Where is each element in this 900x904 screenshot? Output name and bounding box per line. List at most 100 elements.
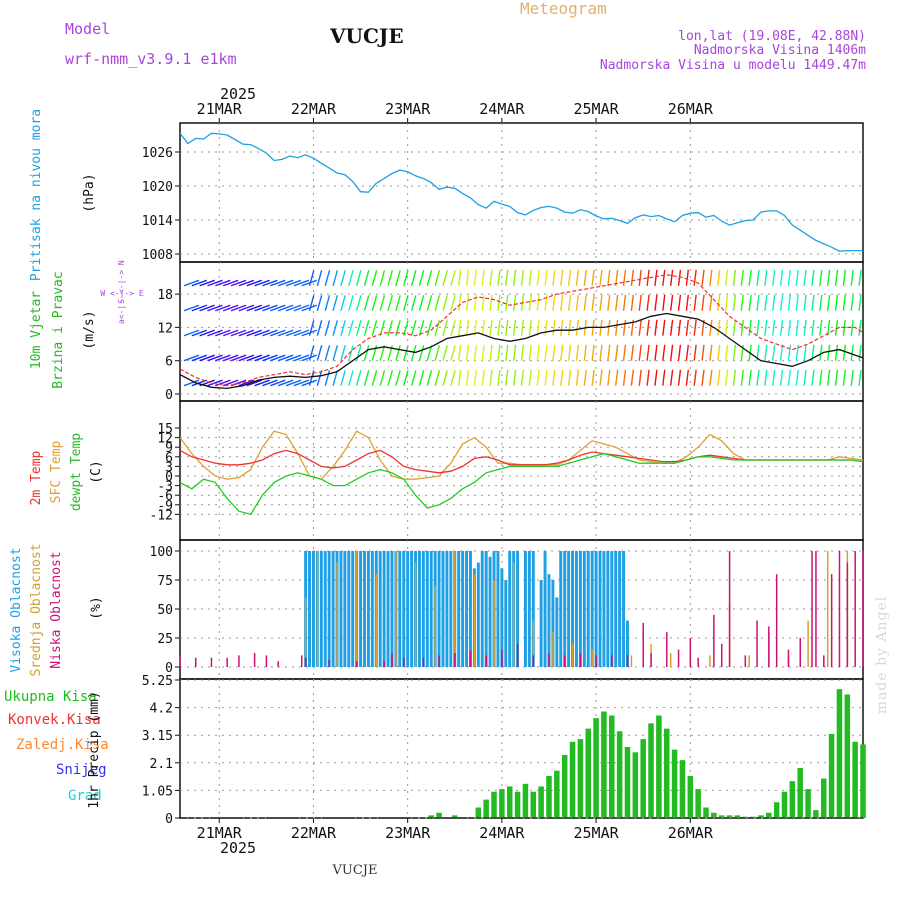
precip-bar — [726, 815, 733, 818]
wind-barb — [348, 345, 354, 361]
cloud-low-bar — [756, 620, 758, 667]
wind-barb — [826, 369, 831, 386]
cloud-mid-bar — [493, 580, 495, 667]
wind-barb — [662, 344, 666, 361]
wind-barb — [528, 369, 532, 386]
wind-barb — [183, 354, 200, 362]
wind-barb — [324, 320, 331, 336]
precip-bar — [750, 816, 756, 818]
date-label-bottom: 22MAR — [291, 824, 337, 842]
wind-barb — [371, 370, 378, 386]
cloud-frame — [179, 539, 864, 680]
cloud-low-bar — [253, 653, 256, 667]
wind-barb — [512, 369, 517, 386]
wind-barb — [646, 294, 650, 311]
wind-barb — [787, 369, 792, 386]
wind-barb — [536, 269, 540, 286]
wind-barb — [748, 369, 752, 386]
wind-barb — [528, 269, 532, 286]
wind-barb — [473, 269, 478, 286]
cloud-low-bar — [548, 653, 550, 667]
wind-barb — [418, 370, 425, 386]
cloud-tick-label: 0 — [165, 661, 173, 676]
precip-tick-label: 5.25 — [142, 674, 173, 689]
wind-barb — [819, 294, 823, 311]
wind-barb — [834, 369, 839, 386]
wind-barb — [191, 279, 208, 287]
cloud-low-bar — [697, 657, 699, 667]
wind-barb — [520, 344, 525, 361]
wind-barb — [489, 269, 493, 286]
wind-barb — [693, 319, 697, 336]
cloud-high-bar — [406, 551, 410, 667]
wind-barb — [450, 370, 456, 386]
cloud-low-bar — [532, 655, 535, 667]
cloud-low-bar — [238, 655, 240, 667]
cloud-tick-label: 50 — [157, 603, 173, 618]
wind-barb — [724, 294, 729, 311]
wind-barb — [450, 270, 456, 286]
cloud-high-bar — [363, 551, 366, 667]
wind-barb — [701, 269, 705, 286]
wind-barb — [254, 329, 270, 337]
cloud-mid-bar — [826, 551, 829, 667]
cloud-high-bar — [468, 551, 472, 667]
precip-bar — [585, 728, 591, 818]
precip-bar — [546, 775, 552, 818]
wind-barb — [685, 319, 689, 336]
wind-barb — [850, 269, 854, 286]
temp-tick-label: 0 — [165, 470, 173, 485]
wind-barb — [489, 344, 493, 361]
cloud-low-bar — [744, 655, 747, 667]
cloud-high-bar — [331, 551, 335, 667]
wind-barb — [340, 320, 346, 336]
wind-barb — [238, 279, 255, 287]
wind-barb — [834, 269, 839, 286]
pressure-tick-label: 1020 — [142, 180, 173, 195]
temp-label-dewpt: dewpt Temp — [69, 433, 84, 511]
wind-barb — [363, 270, 370, 286]
precip-bar — [687, 775, 694, 818]
wind-barb — [669, 369, 674, 386]
wind-barb — [803, 344, 807, 361]
wind-barb — [270, 304, 286, 312]
precip-panel: Ukupna Kisa Konvek.Kisa Zaledj.Kisa Snij… — [4, 674, 866, 827]
wind-barb — [756, 269, 760, 286]
cloud-mid-bar — [304, 597, 307, 667]
wind-barb — [207, 304, 223, 312]
wind-barb — [842, 269, 846, 286]
cloud-low-bar — [768, 626, 770, 667]
precip-bar — [836, 689, 843, 818]
wind-barb — [536, 344, 540, 361]
wind-barb — [512, 344, 517, 361]
wind-barb — [505, 344, 509, 361]
precip-bar — [781, 791, 788, 818]
wind-barb — [693, 294, 697, 311]
cloud-low-bar — [265, 655, 268, 667]
wind-barb — [246, 379, 262, 387]
wind-barb — [215, 379, 231, 387]
wind-barb — [371, 320, 378, 336]
wind-barb — [379, 345, 386, 361]
panel-grids — [180, 123, 863, 819]
wind-barb — [301, 304, 317, 312]
wind-barb — [677, 269, 682, 286]
wind-barb — [669, 269, 674, 286]
model-elevation-text: Nadmorska Visina u modelu 1449.47m — [600, 58, 866, 73]
wind-barb — [669, 344, 674, 361]
pressure-series-line — [179, 132, 863, 252]
cloud-low-bar — [300, 655, 303, 667]
wind-barb — [772, 369, 776, 386]
cloud-high-bar — [626, 620, 629, 667]
wind-barb — [340, 370, 346, 386]
wind-compass-ew: W <-|-> E — [100, 289, 144, 298]
cloud-high-bar — [606, 551, 610, 667]
wind-barb — [748, 319, 752, 336]
cloud-mid-bar — [355, 551, 358, 667]
precip-frame — [179, 678, 864, 819]
cloud-high-bar — [347, 551, 351, 667]
cloud-low-bar — [626, 655, 629, 667]
wind-barb — [701, 294, 705, 311]
wind-barb — [481, 344, 485, 361]
wind-barb — [779, 269, 784, 286]
